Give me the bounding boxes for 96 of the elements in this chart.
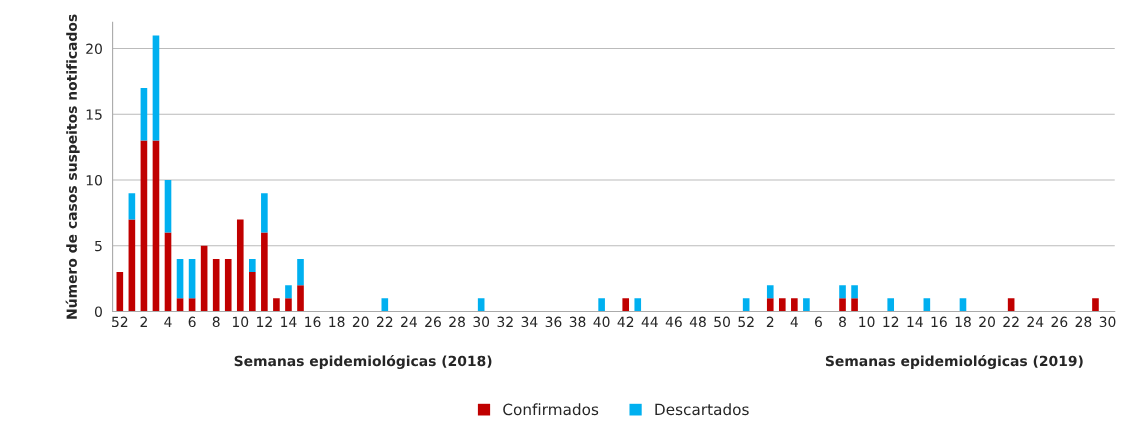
bar — [766, 285, 774, 299]
x-tick-label: 18 — [329, 316, 345, 328]
x-tick-label: 8 — [839, 316, 846, 328]
bar — [634, 298, 642, 312]
bar — [778, 298, 786, 312]
bar — [188, 298, 196, 312]
x-tick-label: 36 — [545, 316, 562, 328]
bar — [140, 87, 148, 141]
bar — [851, 298, 858, 312]
bar — [176, 298, 184, 312]
y-tick-label: 5 — [95, 240, 102, 252]
bar — [622, 298, 630, 312]
y-tick-label: 15 — [86, 109, 102, 120]
x-tick-label: 42 — [617, 316, 634, 327]
bar — [1092, 298, 1099, 312]
x-tick-label: 24 — [401, 316, 417, 327]
x-tick-label: 44 — [641, 316, 658, 327]
bar — [273, 298, 280, 312]
bar — [152, 140, 160, 312]
bar — [803, 298, 810, 312]
bar — [381, 298, 389, 312]
y-tick-label: 0 — [94, 306, 102, 317]
bar — [839, 298, 846, 312]
x-tick-label: 24 — [1027, 316, 1044, 327]
bar — [839, 285, 846, 299]
bar — [1007, 298, 1015, 312]
bar — [236, 219, 244, 312]
x-axis-title: Semanas epidemiológicas (2018) — [234, 354, 492, 369]
bar — [285, 285, 292, 299]
y-tick-label: 10 — [86, 174, 102, 186]
x-tick-label: 10 — [232, 316, 249, 328]
bar — [791, 298, 798, 312]
x-tick-label: 20 — [979, 316, 995, 328]
x-tick-label: 16 — [305, 316, 321, 328]
x-tick-label: 40 — [593, 316, 610, 328]
x-tick-label: 20 — [352, 316, 369, 328]
bar — [742, 298, 750, 312]
text: Semanas epidemiológicas (2019) — [825, 354, 1083, 369]
x-tick-label: 12 — [883, 316, 899, 327]
x-tick-label: 4 — [164, 316, 172, 327]
x-tick-label: 52 — [112, 316, 128, 328]
x-tick-label: 32 — [497, 316, 513, 328]
bar — [164, 180, 172, 233]
x-tick-label: 22 — [1003, 316, 1019, 327]
x-tick-label: 12 — [257, 316, 272, 327]
bar — [140, 140, 148, 312]
legend-label: Descartados — [655, 403, 749, 416]
x-tick-label: 14 — [907, 316, 923, 327]
x-tick-label: 46 — [665, 316, 682, 328]
bar — [116, 272, 124, 312]
x-tick-label: 2 — [140, 316, 147, 327]
bar — [176, 258, 184, 299]
x-tick-label: 26 — [1051, 316, 1068, 328]
x-tick-label: 50 — [714, 316, 730, 328]
bar — [851, 285, 858, 299]
bar — [297, 258, 304, 286]
bar — [249, 272, 256, 312]
x-tick-label: 26 — [425, 316, 441, 328]
y-tick-label: 20 — [86, 43, 102, 55]
bar — [224, 258, 232, 312]
x-tick-label: 52 — [738, 316, 754, 328]
x-tick-label: 48 — [689, 316, 706, 328]
legend-label: Confirmados — [503, 403, 599, 416]
x-tick-label: 30 — [473, 316, 490, 328]
bar — [128, 219, 136, 312]
x-tick-label: 34 — [521, 316, 538, 328]
bar — [261, 232, 268, 312]
bar — [285, 298, 292, 312]
x-tick-label: 14 — [281, 316, 297, 327]
x-tick-label: 16 — [931, 316, 947, 328]
bar — [959, 298, 967, 312]
x-tick-label: 38 — [569, 316, 586, 328]
x-tick-label: 22 — [377, 316, 393, 327]
x-tick-label: 28 — [1075, 316, 1092, 328]
y-axis-title: Número de casos suspeitos notificados — [65, 14, 80, 319]
x-tick-label: 30 — [1099, 316, 1116, 328]
bar — [297, 285, 304, 312]
bar — [152, 35, 160, 141]
bar — [923, 298, 931, 312]
x-tick-label: 2 — [766, 316, 774, 327]
bar — [128, 193, 136, 220]
x-tick-label: 28 — [449, 316, 465, 328]
bar — [887, 298, 895, 312]
x-tick-label: 6 — [188, 316, 196, 328]
x-tick-label: 10 — [859, 316, 875, 328]
bar — [766, 298, 774, 312]
x-tick-label: 6 — [814, 316, 822, 328]
x-tick-label: 8 — [212, 316, 220, 328]
bar — [477, 298, 485, 312]
x-tick-label: 18 — [955, 316, 971, 328]
x-tick-label: 4 — [790, 316, 798, 327]
bar — [249, 258, 256, 273]
bar — [261, 193, 268, 233]
bar — [212, 258, 220, 312]
bar — [598, 298, 605, 312]
bar — [188, 258, 196, 299]
